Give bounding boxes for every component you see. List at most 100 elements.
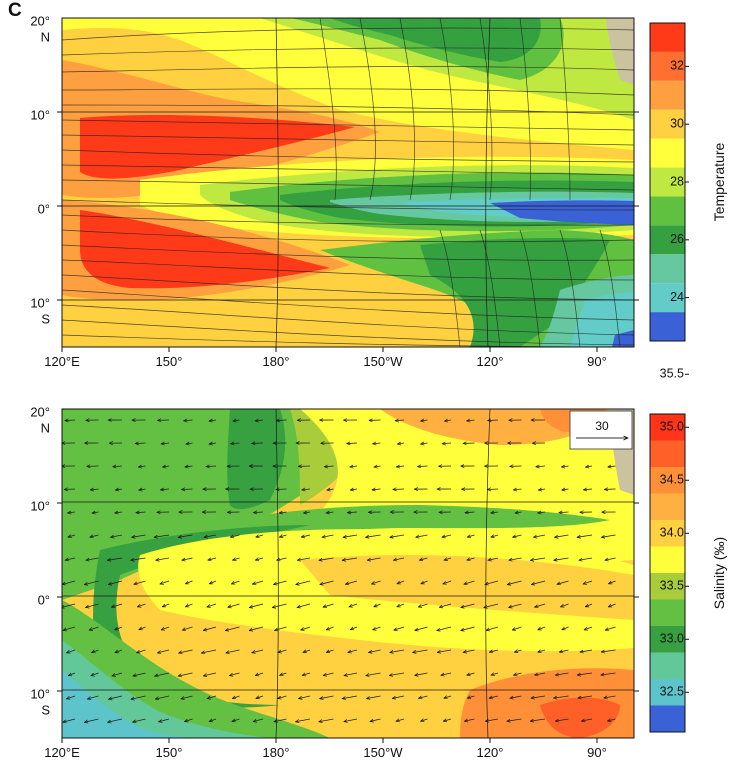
sal-vector-arrow xyxy=(301,626,311,630)
sal-vector-arrow xyxy=(229,672,240,676)
sal-vector-arrow xyxy=(464,580,475,584)
sal-vector-arrow xyxy=(115,649,123,653)
sal-x-axis: 120°E 150° 180° 150°W 120° 90° xyxy=(44,738,607,760)
sal-frame xyxy=(61,408,635,739)
sal-vector-arrow xyxy=(514,650,522,652)
temp-y-tick-label: 0° xyxy=(38,201,50,216)
sal-vector-arrow xyxy=(279,535,287,537)
sal-colorbar-tick-label: 34.0 xyxy=(660,526,684,540)
sal-colorbar-tick-label: 33.0 xyxy=(660,632,684,646)
sal-y-tick-label: 10° xyxy=(30,498,50,513)
sal-vector-arrow xyxy=(256,535,264,537)
sal-vector-arrow xyxy=(179,649,193,653)
sal-vector-arrow xyxy=(373,626,381,630)
sal-vector-arrow xyxy=(228,603,240,607)
sal-vector-arrow xyxy=(160,580,170,584)
temp-y-tick-label: N xyxy=(41,29,50,44)
sal-vector-arrow xyxy=(348,649,358,652)
sal-colorbar-bin xyxy=(650,679,685,706)
sal-vector-arrow xyxy=(139,626,146,630)
sal-vector-arrow xyxy=(413,649,428,652)
temp-north-land xyxy=(606,18,634,85)
sal-vector-arrow xyxy=(324,466,334,467)
sal-vector-arrow xyxy=(115,512,123,513)
sal-vector-arrow xyxy=(92,512,99,513)
temp-streamlines-south xyxy=(62,199,634,347)
sal-vector-arrow xyxy=(397,580,405,584)
sal-vector-arrow xyxy=(323,672,334,676)
sal-vector-arrow xyxy=(577,534,593,537)
sal-vector-arrow xyxy=(350,626,358,630)
sal-vector-arrow xyxy=(302,673,311,675)
temp-colorbar-bin xyxy=(650,283,685,313)
sal-tropical-orange xyxy=(300,555,634,620)
temp-y-tick-label: 10° xyxy=(30,295,50,310)
sal-vector-arrow xyxy=(579,557,593,560)
sal-vector-arrow xyxy=(66,649,76,653)
sal-vector-arrow xyxy=(62,580,76,584)
temp-colorbar-tick-label: 30 xyxy=(670,116,684,130)
sal-vector-arrow xyxy=(68,512,76,513)
sal-vector-arrow xyxy=(390,534,405,537)
sal-vector-arrow xyxy=(555,718,569,721)
sal-vector-arrow xyxy=(442,443,452,444)
sal-vector-arrow xyxy=(66,695,76,699)
sal-vector-arrow xyxy=(367,557,381,560)
sal-vector-arrow xyxy=(442,535,452,537)
sal-colorbar-tick-label: 33.5 xyxy=(660,579,684,593)
sal-colorbar-bin xyxy=(650,705,685,732)
sal-vector-arrow xyxy=(491,512,499,513)
sal-x-tick-label: 120° xyxy=(477,745,504,760)
sal-y-tick-label: S xyxy=(41,702,50,717)
sal-vector-arrow xyxy=(249,603,264,608)
sal-vector-arrow xyxy=(108,580,123,585)
sal-vector-arrow xyxy=(185,466,193,467)
sal-vector-arrow xyxy=(232,696,240,698)
sal-colorbar-label: Salinity (‰) xyxy=(711,537,727,609)
sal-vector-arrow xyxy=(554,695,569,698)
sal-vector-arrow xyxy=(136,512,146,513)
sal-vector-arrow xyxy=(601,672,616,675)
sal-vector-arrow xyxy=(345,580,358,584)
sal-vector-arrow xyxy=(296,580,311,585)
sal-colorbar-bin xyxy=(650,520,685,547)
sal-vector-arrow xyxy=(255,558,264,560)
sal-vector-arrow xyxy=(207,603,217,607)
temp-colorbar-bin xyxy=(650,80,685,110)
panel-label: C xyxy=(8,0,22,21)
sal-south-cyan xyxy=(62,670,200,738)
sal-vector-arrow xyxy=(513,673,522,675)
temp-y-tick-label: 10° xyxy=(30,107,50,122)
sal-vector-arrow xyxy=(509,603,522,607)
sal-vector-arrow xyxy=(178,534,193,537)
sal-vector-arrow xyxy=(347,512,358,513)
sal-vector-arrow xyxy=(418,696,428,698)
sal-vector-arrow xyxy=(604,696,616,698)
sal-vector-arrow xyxy=(467,673,475,675)
sal-vector-arrow xyxy=(554,557,569,560)
sal-vector-arrow xyxy=(185,603,193,607)
sal-vector-arrow xyxy=(206,466,217,467)
sal-colorbar-bin xyxy=(650,440,685,467)
sal-vector-arrow xyxy=(303,650,311,652)
sal-colorbar-tick-label: 35.0 xyxy=(660,420,684,434)
temp-y-tick-label: S xyxy=(41,311,50,326)
sal-vector-arrow xyxy=(178,672,193,676)
sal-vector-arrow xyxy=(201,649,217,653)
sal-vector-arrow xyxy=(443,580,452,584)
sal-vector-arrow xyxy=(159,718,170,722)
sal-vector-arrow xyxy=(415,672,428,675)
sal-vector-arrow xyxy=(275,626,287,630)
sal-vector-arrow xyxy=(512,626,522,630)
sal-vector-arrow xyxy=(181,695,193,699)
sal-vector-arrow xyxy=(256,696,264,698)
sal-vector-arrow xyxy=(561,466,569,467)
sal-vector-arrow xyxy=(510,695,522,698)
sal-vector-arrow xyxy=(91,672,99,676)
sal-vector-arrow xyxy=(559,512,569,513)
temp-gridlines xyxy=(62,18,634,347)
sal-vector-arrow xyxy=(344,718,358,722)
sal-colorbar-bin xyxy=(650,599,685,626)
temp-colorbar-bin xyxy=(650,254,685,284)
sal-vector-arrow xyxy=(299,695,311,699)
